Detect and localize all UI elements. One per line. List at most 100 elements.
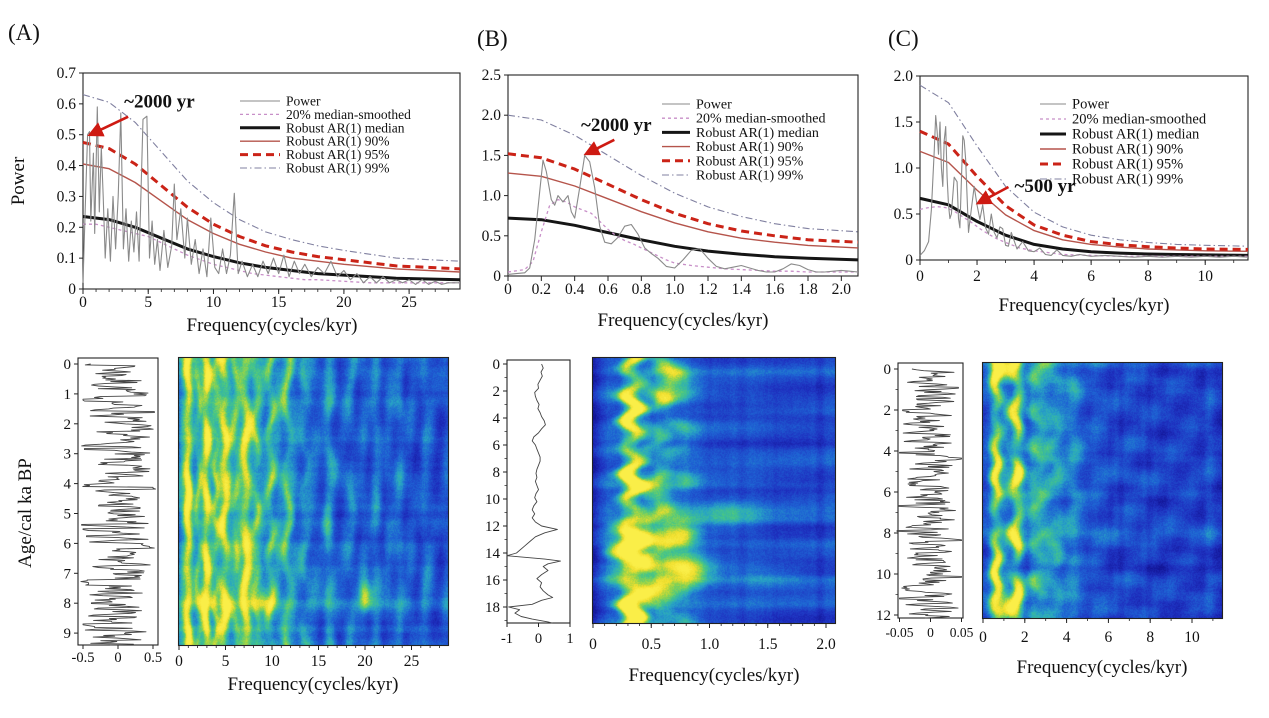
depth-axis-tick-label: 10 [876, 567, 891, 583]
heat-x-tick-label: 1.5 [758, 636, 778, 653]
robust-ar1-99-curve [507, 114, 859, 233]
x-axis-tick-label: 25 [401, 294, 417, 311]
heat-x-tick-label: 15 [311, 653, 327, 670]
x-axis-tick-label: 1.6 [765, 281, 785, 298]
depth-axis-tick-label: 12 [876, 608, 891, 624]
depth-axis-tick-label: 4 [64, 477, 72, 493]
y-axis-tick-label: 2.0 [482, 107, 502, 124]
legend-label: Robust AR(1) 90% [1072, 142, 1183, 158]
depth-axis-tick-label: 6 [64, 536, 72, 552]
strip-x-tick-label: -1 [501, 631, 513, 647]
x-axis-tick-label: 0.4 [565, 281, 585, 298]
heat-x-tick-label: 0 [175, 653, 183, 670]
depth-axis-tick-label: 0 [884, 362, 892, 378]
annotation-arrow [87, 115, 129, 137]
strip-a-frame [77, 357, 159, 646]
x-axis-tick-label: 1.0 [665, 281, 685, 298]
heat-x-tick-label: 5 [222, 653, 230, 670]
y-axis-tick-label: 0 [493, 268, 501, 285]
y-axis-tick-label: 0.5 [894, 206, 914, 223]
x-axis-tick-label: 0.2 [532, 281, 551, 298]
heat-x-tick-label: 0.5 [642, 636, 662, 653]
depth-axis-tick-label: 0 [493, 357, 501, 373]
y-axis-tick-label: 0.6 [57, 96, 77, 113]
depth-axis-tick-label: 4 [493, 411, 501, 427]
y-axis-tick-label: 1.0 [894, 160, 914, 177]
depth-axis-tick-label: 16 [485, 573, 501, 589]
legend-label: 20% median-smoothed [286, 107, 411, 122]
annotation-text: ~2000 yr [124, 92, 195, 113]
robust-ar1-95-curve [507, 152, 859, 244]
heat-x-tick-label: 6 [1105, 629, 1113, 646]
power-curve [507, 154, 859, 275]
y-axis-tick-label: 0.3 [57, 188, 77, 205]
legend-label: Robust AR(1) 90% [696, 140, 804, 155]
power-curve [919, 115, 1249, 258]
wavelet-heatmap-b [593, 358, 835, 623]
robust-ar1-90-curve [507, 172, 859, 249]
heat-x-tick-label: 25 [404, 653, 420, 670]
median-smoothed-curve [83, 223, 460, 284]
depth-axis-tick-label: 18 [485, 600, 500, 616]
robust-ar1-median-curve [507, 216, 859, 262]
heatmap-x-axis-title: Frequency(cycles/kyr) [629, 665, 800, 686]
legend-label: Robust AR(1) median [696, 126, 819, 141]
depth-axis-tick-label: 10 [485, 492, 500, 508]
robust-ar1-95-curve [919, 129, 1249, 251]
depth-axis-tick-label: 9 [64, 626, 72, 642]
legend-label: Robust AR(1) 95% [286, 147, 390, 162]
depth-axis-tick-label: 1 [64, 387, 72, 403]
x-axis-tick-label: 6 [1087, 268, 1095, 285]
x-axis-tick-label: 1.4 [732, 281, 752, 298]
y-axis-tick-label: 0 [905, 252, 913, 269]
spectrum-x-axis-title: Frequency(cycles/kyr) [999, 295, 1170, 316]
x-axis-tick-label: 2.0 [832, 281, 852, 298]
legend-label: Power [1072, 97, 1109, 113]
legend-label: Robust AR(1) 95% [1072, 157, 1183, 173]
depth-axis-tick-label: 8 [884, 526, 892, 542]
strip-b-frame [506, 359, 571, 624]
annotation-text: ~500 yr [1014, 176, 1076, 197]
depth-axis-tick-label: 2 [64, 417, 72, 433]
strip-x-tick-label: 0 [535, 631, 542, 647]
y-axis-tick-label: 0.5 [482, 228, 502, 245]
x-axis-tick-label: 8 [1144, 268, 1152, 285]
robust-ar1-99-curve [82, 94, 461, 262]
power-curve [82, 106, 460, 285]
annotation-arrow [583, 138, 615, 156]
spectrum-c-frame [919, 75, 1249, 261]
heat-x-tick-label: 0 [979, 629, 987, 646]
strip-x-tick-label: 1 [566, 631, 573, 647]
x-axis-tick-label: 1.2 [698, 281, 717, 298]
depth-axis-tick-label: 4 [884, 444, 892, 460]
panel-a-label: (A) [8, 20, 40, 45]
heat-x-tick-label: 2 [1021, 629, 1029, 646]
strip-x-tick-label: 0.05 [950, 625, 974, 640]
spectrum-a-frame [82, 72, 461, 290]
wavelet-heatmap-c [983, 363, 1222, 618]
heatmap-x-axis-title: Frequency(cycles/kyr) [1017, 657, 1188, 678]
heat-x-tick-label: 20 [357, 653, 373, 670]
annotation-arrow [975, 185, 1010, 205]
x-axis-tick-label: 0 [504, 281, 512, 298]
x-axis-tick-label: 2 [973, 268, 981, 285]
y-axis-tick-label: 0.1 [57, 250, 76, 267]
x-axis-tick-label: 15 [271, 294, 287, 311]
robust-ar1-95-curve [82, 140, 461, 271]
legend-label: Robust AR(1) 99% [286, 161, 390, 176]
legend-label: Robust AR(1) 95% [696, 154, 804, 169]
depth-series-line [896, 368, 962, 619]
legend-label: Power [696, 98, 732, 113]
depth-axis-tick-label: 6 [493, 438, 501, 454]
spectrum-x-axis-title: Frequency(cycles/kyr) [187, 315, 358, 336]
y-axis-tick-label: 1.5 [482, 147, 502, 164]
heat-x-tick-label: 8 [1146, 629, 1154, 646]
median-smoothed-curve [919, 205, 1248, 257]
x-axis-tick-label: 20 [336, 294, 352, 311]
heat-x-tick-label: 0 [589, 636, 597, 653]
legend-label: Robust AR(1) 90% [286, 134, 390, 149]
spectrum-y-axis-title: Power [8, 156, 29, 205]
x-axis-tick-label: 10 [206, 294, 222, 311]
heat-x-tick-label: 10 [1184, 629, 1200, 646]
